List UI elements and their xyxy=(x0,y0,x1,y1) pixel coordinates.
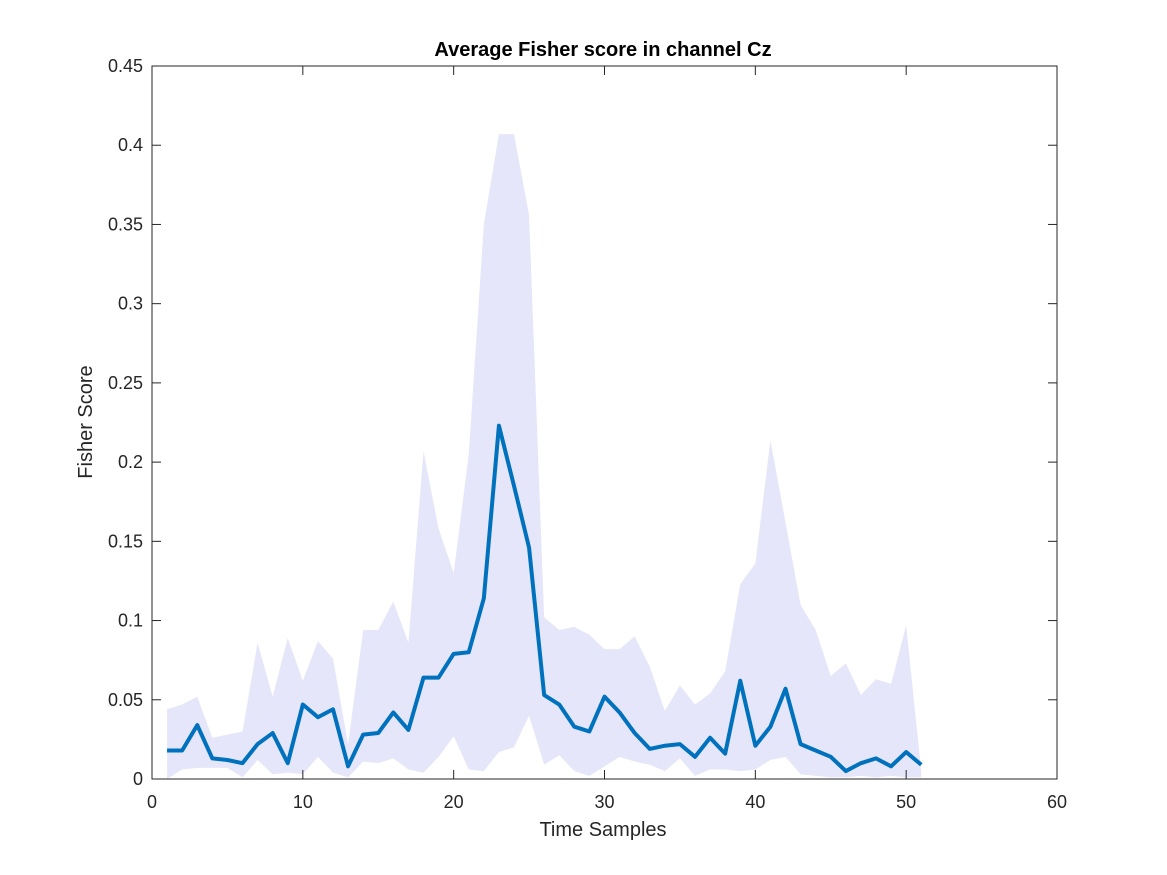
y-tick-label: 0.25 xyxy=(108,373,143,393)
x-tick-label: 0 xyxy=(147,792,157,812)
confidence-band xyxy=(167,134,922,779)
y-tick-label: 0.1 xyxy=(118,611,143,631)
y-tick-label: 0.15 xyxy=(108,531,143,551)
y-tick-label: 0 xyxy=(133,769,143,789)
y-tick-label: 0.2 xyxy=(118,452,143,472)
x-tick-label: 30 xyxy=(594,792,614,812)
x-tick-label: 20 xyxy=(444,792,464,812)
x-axis-label: Time Samples xyxy=(539,819,666,841)
x-tick-label: 50 xyxy=(896,792,916,812)
chart-title: Average Fisher score in channel Cz xyxy=(434,39,771,61)
plot-area xyxy=(152,66,1057,779)
y-axis-label: Fisher Score xyxy=(75,365,97,478)
y-tick-label: 0.3 xyxy=(118,294,143,314)
y-tick-label: 0.45 xyxy=(108,56,143,76)
axes: 0 10 20 30 40 50 60 0 0.05 0.1 0.15 0.2 0.25 0.3 0.35 0… xyxy=(108,56,1067,812)
y-tick-label: 0.05 xyxy=(108,690,143,710)
x-tick-label: 10 xyxy=(293,792,313,812)
x-tick-label: 60 xyxy=(1047,792,1067,812)
y-tick-label: 0.4 xyxy=(118,135,143,155)
x-tick-label: 40 xyxy=(745,792,765,812)
y-tick-label: 0.35 xyxy=(108,214,143,234)
